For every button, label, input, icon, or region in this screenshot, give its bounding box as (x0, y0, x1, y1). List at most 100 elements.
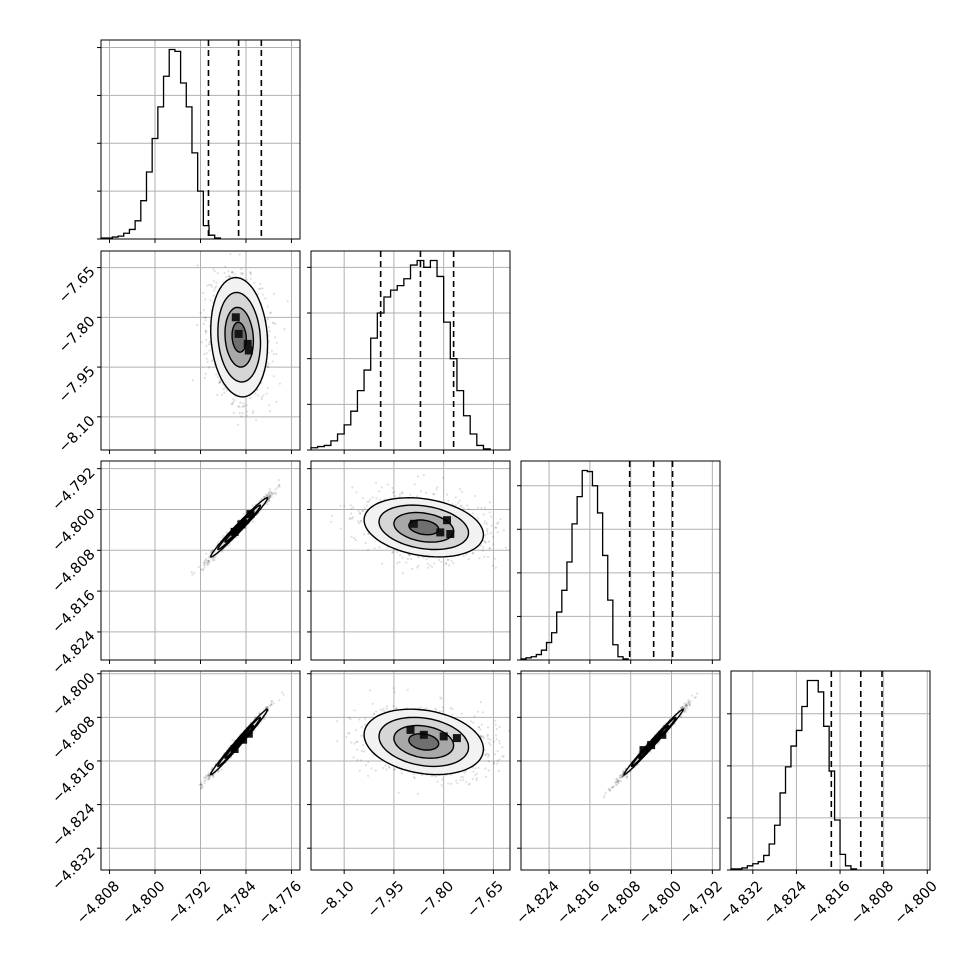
sample-dot (207, 562, 210, 566)
sample-dot (416, 495, 419, 498)
sample-dot (270, 349, 273, 352)
tick-label-left: −4.816 (49, 757, 98, 806)
sample-dot (417, 556, 420, 559)
sample-dot (398, 561, 401, 564)
sample-dot (208, 774, 211, 777)
sample-dot (409, 493, 412, 496)
sample-dot (258, 287, 261, 291)
sample-dot (205, 352, 208, 355)
sample-dot (459, 505, 462, 508)
sample-dot (268, 495, 272, 498)
sample-dot (211, 559, 214, 562)
sample-dot (278, 483, 281, 486)
sample-dot (350, 517, 353, 521)
sample-dot (265, 493, 268, 496)
sample-dot (207, 777, 210, 780)
sample-dot (199, 783, 202, 786)
sample-dot (406, 558, 409, 561)
histogram-0 (100, 40, 263, 239)
sample-dot (268, 404, 271, 407)
sample-dot (515, 547, 517, 549)
sample-dot (210, 283, 213, 287)
sample-dot (447, 564, 451, 567)
sample-dot (277, 478, 280, 482)
sample-dot (211, 774, 214, 777)
tick-label-bottom: −4.808 (848, 878, 897, 927)
sample-dot (380, 486, 383, 489)
sample-dot (268, 330, 271, 333)
panel-content (198, 691, 285, 790)
sample-dot (266, 494, 269, 498)
panel-frame-1-0 (100, 250, 301, 451)
sample-dot (241, 412, 244, 415)
sample-dot (217, 381, 220, 384)
sample-dot (502, 529, 505, 532)
sample-dot (280, 691, 284, 694)
sample-dot (504, 546, 508, 549)
sample-dot (425, 491, 428, 494)
sample-dot (221, 550, 224, 553)
sample-dot (218, 380, 222, 384)
sample-dot (367, 532, 370, 536)
sample-dot (433, 493, 436, 496)
sample-dot (259, 287, 262, 290)
sample-dot (215, 285, 218, 288)
tick-label-left: −7.95 (56, 363, 99, 406)
sample-dot (211, 358, 214, 361)
sample-dot (205, 330, 208, 333)
sample-dot (460, 504, 463, 507)
sample-dot (276, 486, 279, 489)
sample-dot (396, 551, 399, 554)
sample-dot (204, 331, 207, 334)
sample-dot (212, 279, 215, 282)
sample-dot (348, 517, 351, 521)
sample-dot (392, 491, 395, 494)
sample-dot (278, 485, 281, 488)
sample-dot (268, 494, 272, 497)
sample-dot (364, 542, 367, 545)
sample-dot (472, 552, 475, 555)
sample-dot (230, 271, 234, 274)
sample-dot (430, 565, 434, 568)
sample-dot (407, 553, 410, 557)
sample-dot (231, 270, 234, 273)
sample-dot (206, 284, 209, 287)
panel-axes-2-1 (307, 461, 510, 664)
sample-dot (265, 706, 268, 710)
sample-dot (466, 504, 469, 507)
sample-dot (266, 386, 269, 389)
sample-dot (241, 273, 244, 276)
sample-dot (286, 300, 289, 303)
sample-dot (233, 272, 236, 275)
sample-dot (207, 773, 211, 776)
sample-dot (349, 517, 352, 520)
sample-dot (190, 571, 193, 574)
sample-dot (200, 786, 203, 789)
sample-dot (274, 491, 277, 495)
sample-dot (487, 540, 490, 543)
sample-dot (193, 571, 196, 574)
sample-dot (450, 559, 453, 562)
tick-label-left: −7.65 (56, 264, 99, 307)
sample-dot (202, 561, 205, 564)
sample-dot (413, 483, 416, 486)
histogram-1 (310, 251, 491, 450)
sample-dot (253, 282, 256, 285)
tick-label-bottom: −4.832 (717, 878, 766, 927)
sample-dot (268, 410, 271, 413)
sample-dot (263, 495, 266, 498)
sample-dot (269, 491, 273, 494)
sample-dot (350, 535, 353, 538)
sample-dot (361, 509, 364, 512)
sample-dot (482, 549, 485, 552)
scatter-panel-2-0 (190, 478, 281, 576)
sample-dot (272, 322, 275, 325)
density-peak (446, 530, 455, 538)
sample-dot (266, 705, 269, 708)
tick-label-left: −8.10 (56, 413, 99, 456)
sample-dot (266, 318, 269, 321)
sample-dot (427, 566, 430, 569)
sample-dot (378, 546, 381, 549)
sample-dot (233, 399, 236, 402)
